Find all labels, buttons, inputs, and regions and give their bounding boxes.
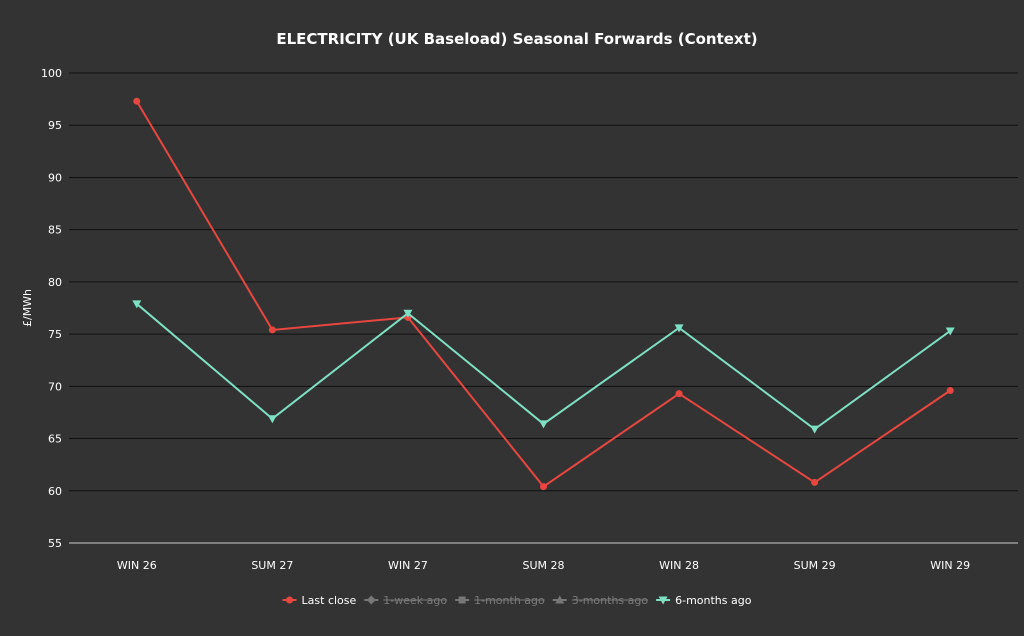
data-point	[810, 425, 820, 434]
data-point	[132, 300, 142, 309]
data-point	[268, 326, 276, 334]
y-axis-ticks: 55 60 65 70 75 80 85 90 95 100	[41, 67, 62, 550]
data-point	[945, 327, 955, 336]
data-point	[267, 415, 277, 424]
series-last-close	[133, 97, 954, 491]
x-axis-ticks: WIN 26 SUM 27 WIN 27 SUM 28 WIN 28 SUM 29 WIN …	[117, 559, 970, 572]
legend-item-last-close[interactable]: Last close	[282, 594, 357, 607]
data-point	[539, 420, 548, 429]
legend-item-1-month-ago[interactable]: 1-month ago	[455, 594, 545, 607]
chart-title: ELECTRICITY (UK Baseload) Seasonal Forwa…	[276, 30, 757, 48]
x-tick-label: SUM 29	[794, 559, 836, 572]
legend: Last close 1-week ago 1-month ago 3-months …	[282, 594, 752, 607]
data-point	[540, 483, 547, 491]
legend-label: Last close	[302, 594, 357, 607]
legend-label: 6-months ago	[675, 594, 752, 607]
y-tick-label: 75	[48, 328, 62, 341]
legend-marker	[286, 596, 294, 604]
legend-item-3-months-ago[interactable]: 3-months ago	[552, 594, 649, 607]
y-tick-label: 60	[48, 485, 62, 498]
data-point	[403, 309, 413, 318]
y-tick-label: 95	[48, 119, 62, 132]
y-tick-label: 85	[48, 224, 62, 237]
series-lines	[132, 97, 955, 491]
y-tick-label: 90	[48, 171, 62, 184]
legend-marker	[366, 595, 376, 605]
x-tick-label: WIN 28	[659, 559, 699, 572]
series-line	[136, 303, 951, 431]
y-tick-label: 55	[48, 537, 62, 550]
legend-item-1-week-ago[interactable]: 1-week ago	[364, 594, 447, 607]
y-axis-label: £/MWh	[21, 289, 34, 327]
y-tick-label: 70	[48, 380, 62, 393]
y-tick-label: 80	[48, 276, 62, 289]
data-point	[133, 97, 141, 105]
y-tick-label: 100	[41, 67, 62, 80]
series-6-months-ago	[132, 300, 955, 434]
series-line	[135, 100, 951, 488]
data-point	[674, 324, 684, 333]
legend-marker	[458, 596, 466, 604]
x-tick-label: WIN 26	[117, 559, 157, 572]
x-tick-label: WIN 27	[388, 559, 428, 572]
data-point	[675, 390, 683, 398]
legend-marker	[555, 595, 565, 604]
data-point	[946, 387, 954, 395]
legend-marker	[658, 596, 668, 605]
x-tick-label: WIN 29	[930, 559, 970, 572]
y-tick-label: 65	[48, 433, 62, 446]
data-point	[811, 478, 819, 486]
x-tick-label: SUM 27	[251, 559, 293, 572]
legend-item-6-months-ago[interactable]: 6-months ago	[656, 594, 752, 607]
x-tick-label: SUM 28	[522, 559, 564, 572]
grid-lines	[69, 72, 1018, 544]
